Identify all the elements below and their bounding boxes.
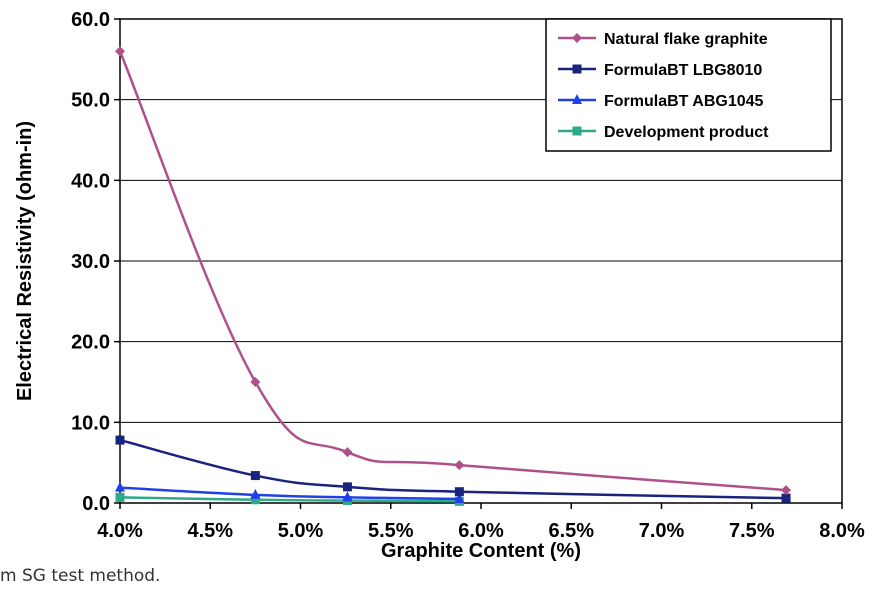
y-tick-label: 0.0 (82, 493, 110, 515)
legend-entry: FormulaBT LBG8010 (558, 62, 762, 79)
x-tick-label: 7.0% (639, 520, 685, 542)
footnote-text: m SG test method. (0, 566, 161, 586)
data-point (115, 492, 125, 502)
series-line (119, 438, 787, 500)
series-line (119, 486, 460, 501)
data-point (115, 435, 125, 445)
data-point (250, 471, 260, 481)
y-tick-label: 10.0 (71, 412, 110, 434)
legend-marker (572, 126, 582, 136)
x-tick-label: 6.0% (458, 520, 504, 542)
data-point (342, 491, 353, 502)
y-axis-title: Electrical Resistivity (ohm-in) (14, 121, 36, 401)
data-point (342, 447, 353, 458)
x-tick-label: 6.5% (548, 520, 594, 542)
x-axis-title: Graphite Content (%) (381, 540, 581, 562)
legend (545, 18, 832, 152)
legend-marker (572, 64, 582, 74)
data-point (250, 488, 261, 499)
y-tick-label: 50.0 (71, 90, 110, 112)
data-point (454, 460, 465, 471)
data-point (342, 482, 352, 492)
legend-label: FormulaBT ABG1045 (604, 93, 764, 110)
series-2 (115, 481, 465, 503)
data-point (781, 485, 792, 496)
legend-marker (572, 33, 582, 43)
plot-area (119, 18, 843, 504)
data-point (115, 46, 125, 57)
series-0 (115, 46, 792, 496)
data-point (454, 492, 465, 503)
x-tick-label: 4.5% (187, 520, 233, 542)
x-tick-label: 4.0% (97, 520, 143, 542)
x-tick-label: 5.5% (368, 520, 414, 542)
x-tick-label: 7.5% (729, 520, 775, 542)
legend-label: FormulaBT LBG8010 (604, 62, 762, 79)
series-1 (115, 435, 791, 503)
legend-entry: FormulaBT ABG1045 (558, 93, 764, 110)
data-point (454, 487, 464, 497)
x-tick-label: 5.0% (278, 520, 324, 542)
legend-label: Development product (604, 124, 769, 141)
data-point (115, 481, 125, 492)
legend-entry: Development product (558, 124, 769, 141)
x-tick-label: 8.0% (819, 520, 865, 542)
legend-label: Natural flake graphite (604, 31, 768, 48)
data-point (250, 495, 260, 505)
y-tick-label: 20.0 (71, 332, 110, 354)
series-line (119, 496, 460, 503)
y-tick-label: 30.0 (71, 251, 110, 273)
y-tick-label: 60.0 (71, 9, 110, 31)
data-point (781, 493, 791, 503)
legend-marker (572, 94, 582, 104)
data-point (250, 377, 261, 387)
legend-entry: Natural flake graphite (558, 31, 768, 48)
y-tick-label: 40.0 (71, 170, 110, 192)
resistivity-chart: 0.0 10.0 20.0 30.0 40.0 50.0 60.0 4.0% 4.5% 5.0% 5… (14, 9, 865, 562)
